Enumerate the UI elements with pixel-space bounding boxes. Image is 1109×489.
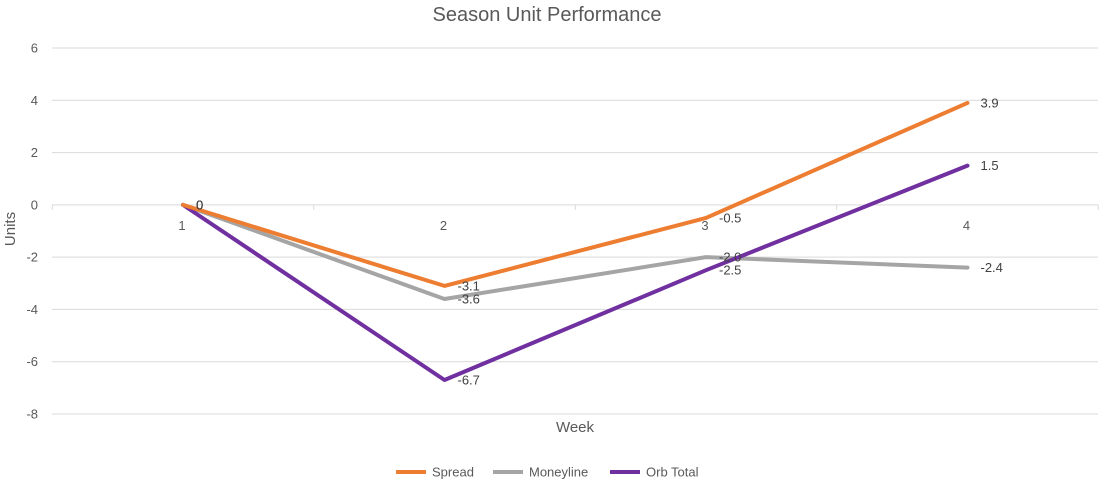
- x-axis-title: Week: [556, 419, 595, 436]
- x-tick-label: 3: [701, 218, 708, 233]
- y-axis-title: Units: [2, 212, 19, 246]
- y-tick-label: -6: [26, 354, 38, 369]
- gridlines: [51, 47, 1099, 415]
- y-tick-label: -4: [26, 302, 38, 317]
- data-label-spread: 0: [196, 197, 203, 212]
- data-label-moneyline: -2.0: [719, 250, 741, 265]
- y-tick-label: -8: [26, 407, 38, 422]
- data-label-moneyline: 0: [196, 197, 203, 212]
- data-label-spread: -0.5: [719, 210, 741, 225]
- legend: Spread Moneyline Orb Total: [396, 465, 699, 480]
- y-axis-tick-labels: 6 4 2 0 -2 -4 -6 -8: [26, 41, 38, 422]
- y-tick-label: 6: [31, 41, 38, 56]
- series-lines: [181, 100, 970, 383]
- y-tick-label: 0: [31, 197, 38, 212]
- series-line-orb-total: [181, 163, 970, 383]
- data-label-spread: -3.1: [458, 278, 480, 293]
- legend-label-moneyline: Moneyline: [529, 465, 588, 480]
- series-line-moneyline: [181, 202, 970, 301]
- data-label-moneyline: -3.6: [458, 291, 480, 306]
- x-tick-label: 4: [963, 218, 970, 233]
- data-label-spread: 3.9: [981, 95, 999, 110]
- legend-label-orb-total: Orb Total: [646, 465, 699, 480]
- data-labels: 0-3.1-0.53.90-3.6-2.0-2.40-6.7-2.51.5: [196, 95, 1003, 387]
- x-tick-label: 1: [178, 218, 185, 233]
- y-tick-label: 2: [31, 145, 38, 160]
- x-axis-tick-labels: 1 2 3 4: [178, 218, 970, 233]
- data-label-orb-total: 0: [196, 197, 203, 212]
- x-tick-label: 2: [440, 218, 447, 233]
- legend-label-spread: Spread: [432, 465, 474, 480]
- y-tick-label: 4: [31, 93, 38, 108]
- data-label-orb-total: 1.5: [981, 158, 999, 173]
- data-label-orb-total: -6.7: [458, 373, 480, 388]
- data-label-orb-total: -2.5: [719, 263, 741, 278]
- y-tick-label: -2: [26, 250, 38, 265]
- series-line-spread: [181, 100, 970, 288]
- data-label-moneyline: -2.4: [981, 260, 1003, 275]
- chart-title: Season Unit Performance: [432, 4, 661, 26]
